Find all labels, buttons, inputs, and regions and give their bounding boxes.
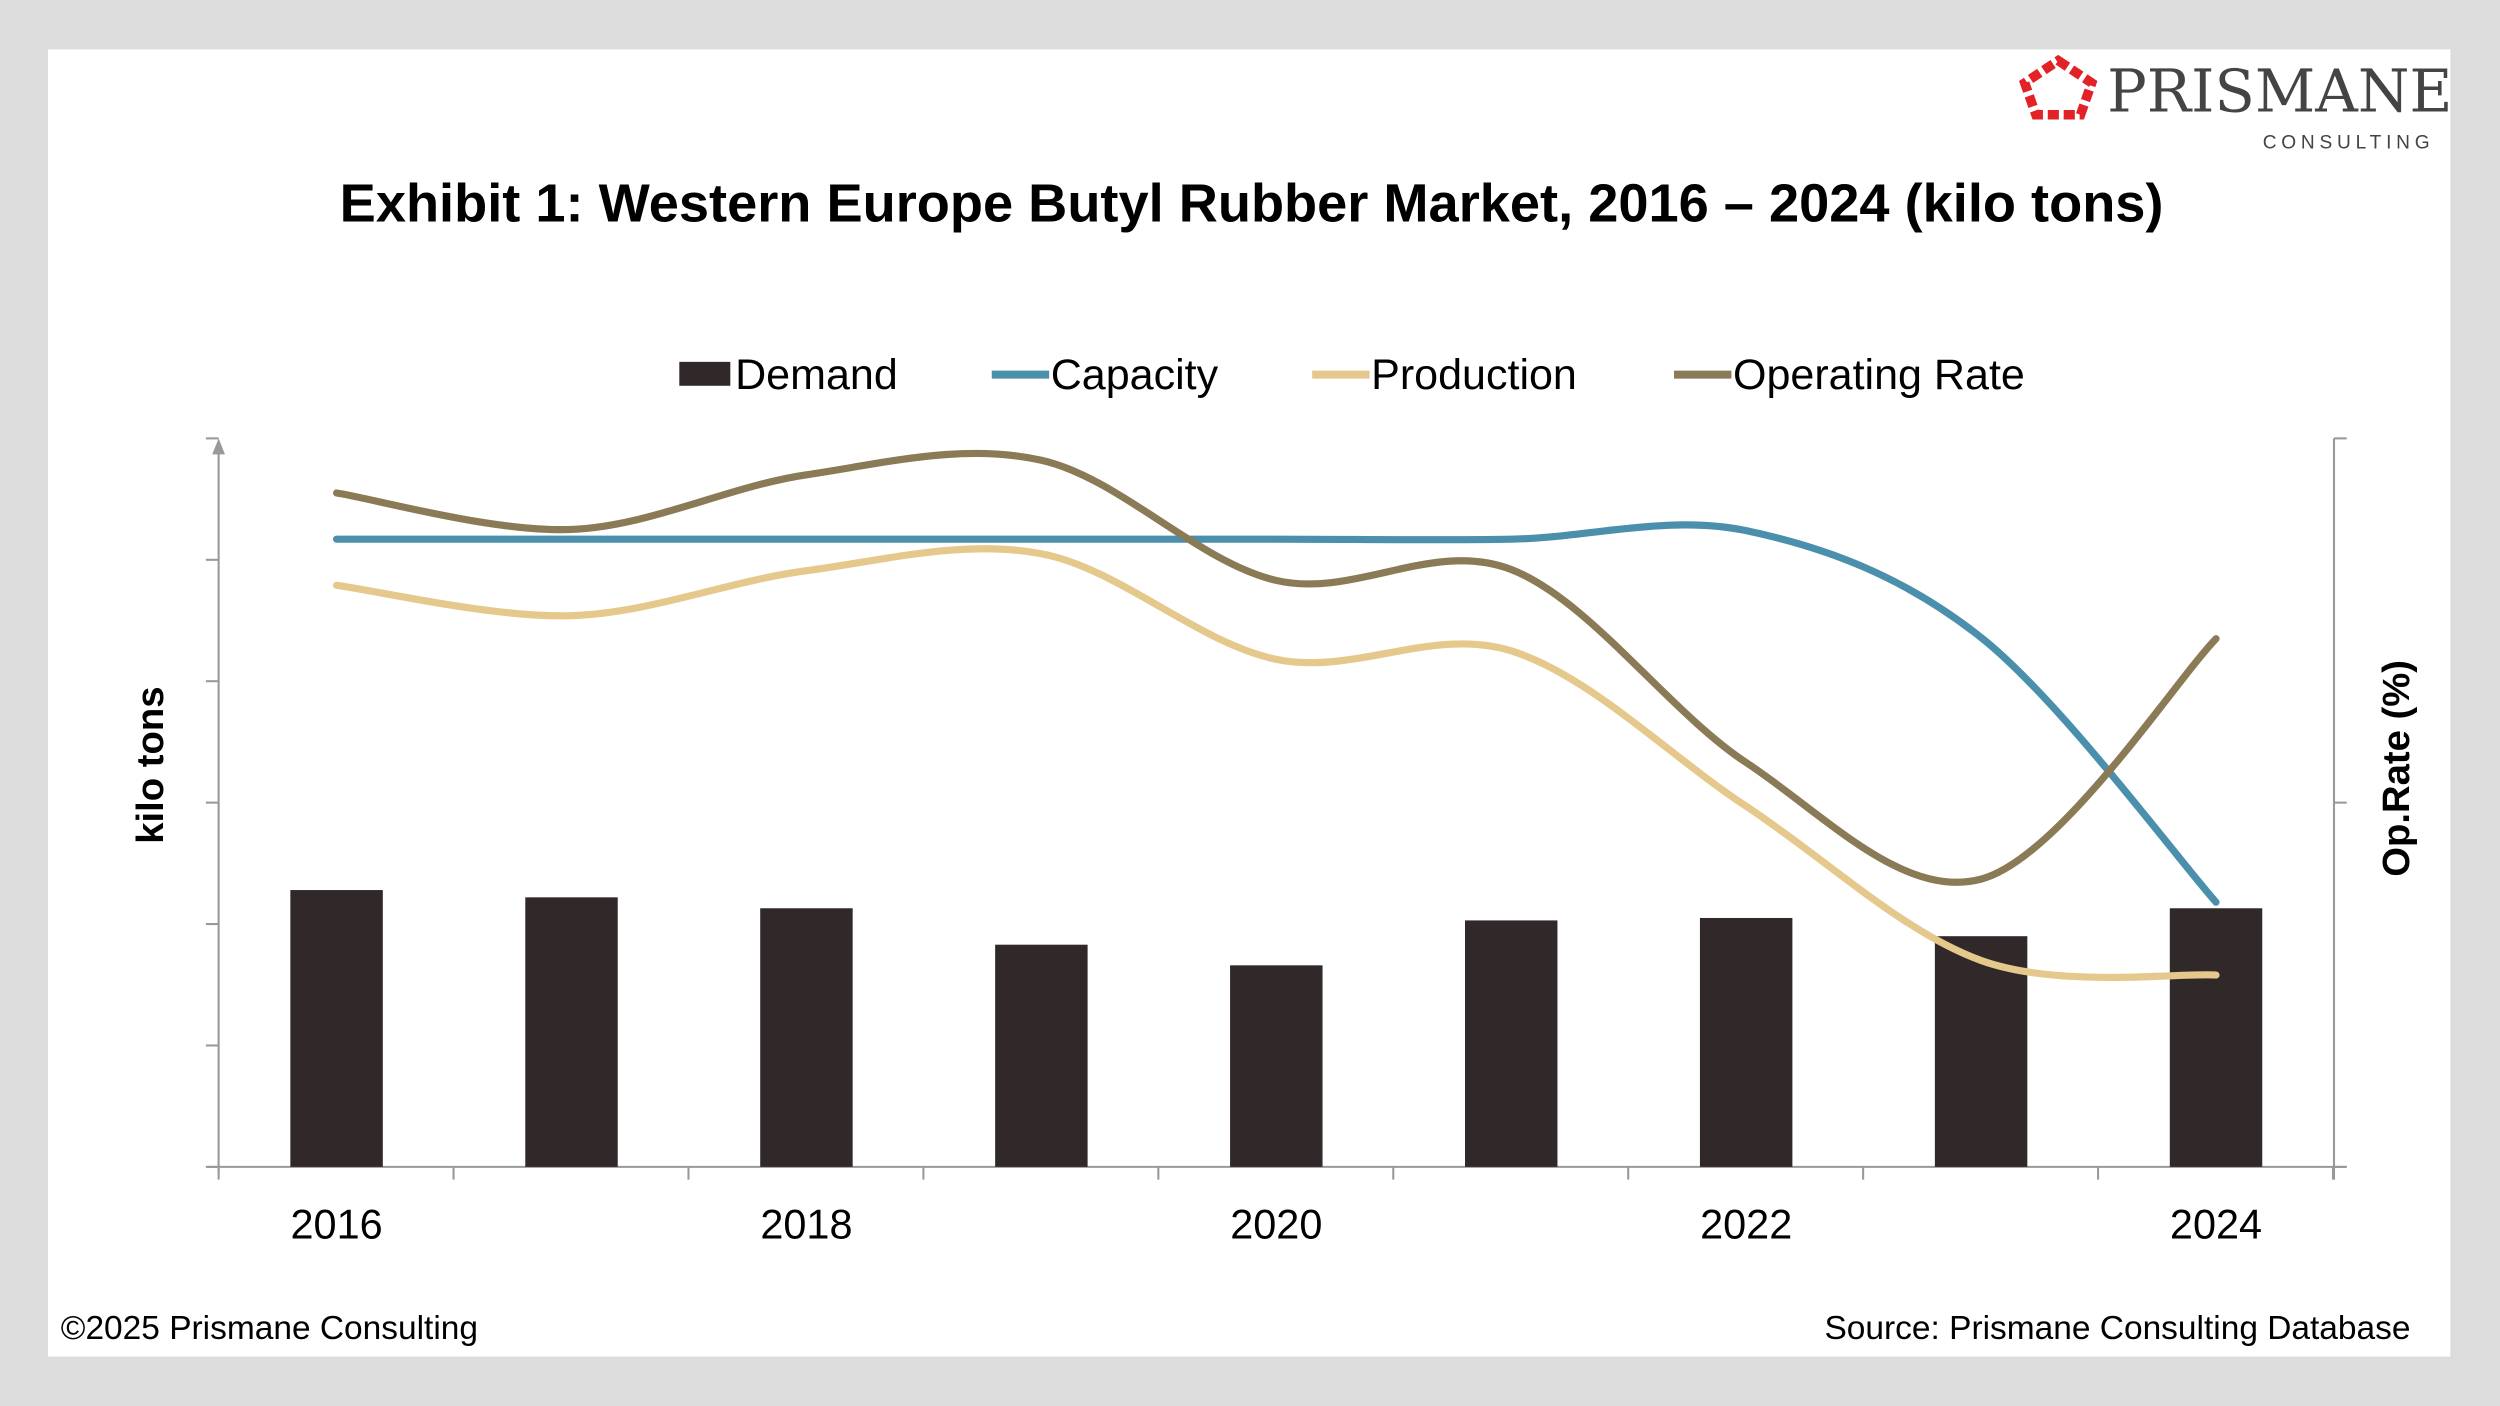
demand-bar-2016	[290, 890, 383, 1167]
production-line	[332, 545, 2220, 981]
y2-axis-label: Op.Rate (%)	[2375, 660, 2418, 877]
logo-name: PRISMANE	[2107, 57, 2452, 126]
legend-label: Operating Rate	[1733, 351, 2025, 399]
legend: Demand Capacity Production Operating Rate	[679, 351, 2025, 399]
legend-label: Capacity	[1051, 351, 1219, 399]
logo: PRISMANE CONSULTING	[2018, 54, 2452, 153]
source: Source: Prismane Consulting Database	[1824, 1310, 2410, 1347]
x-tick-label: 2016	[290, 1201, 382, 1248]
legend-label: Demand	[735, 351, 898, 399]
legend-item-demand: Demand	[679, 351, 898, 399]
legend-label: Production	[1371, 351, 1577, 399]
y-axis-arrow-icon	[212, 438, 225, 455]
x-tick-label: 2020	[1230, 1201, 1322, 1248]
copyright: ©2025 Prismane Consulting	[61, 1310, 478, 1347]
legend-swatch	[679, 361, 731, 386]
demand-bar-2023	[1934, 936, 2028, 1167]
lines	[332, 449, 2220, 981]
demand-bar-2020	[1230, 965, 1323, 1167]
demand-bar-2017	[525, 897, 618, 1167]
logo-tagline: CONSULTING	[2263, 132, 2435, 153]
demand-bar-2019	[995, 944, 1088, 1167]
capacity-line	[332, 521, 2220, 906]
logo-pentagon-icon	[2018, 54, 2098, 120]
legend-item-production: Production	[1312, 351, 1577, 399]
legend-item-operating-rate: Operating Rate	[1674, 351, 2025, 399]
y-axis-label: kilo tons	[129, 687, 172, 844]
x-tick-label: 2022	[1700, 1201, 1792, 1248]
demand-bar-2022	[1699, 917, 1793, 1167]
demand-bar-2021	[1465, 920, 1558, 1167]
demand-bars	[290, 890, 2263, 1167]
x-tick-labels: 2016 2018 2020 2022 2024	[290, 1201, 2262, 1248]
x-tick-label: 2024	[2170, 1201, 2262, 1248]
legend-item-capacity: Capacity	[991, 351, 1219, 399]
chart-title: Exhibit 1: Western Europe Butyl Rubber M…	[340, 174, 2164, 234]
demand-bar-2024	[2169, 908, 2263, 1167]
x-tick-label: 2018	[760, 1201, 852, 1248]
demand-bar-2018	[760, 908, 853, 1167]
operating-rate-line	[332, 449, 2220, 886]
